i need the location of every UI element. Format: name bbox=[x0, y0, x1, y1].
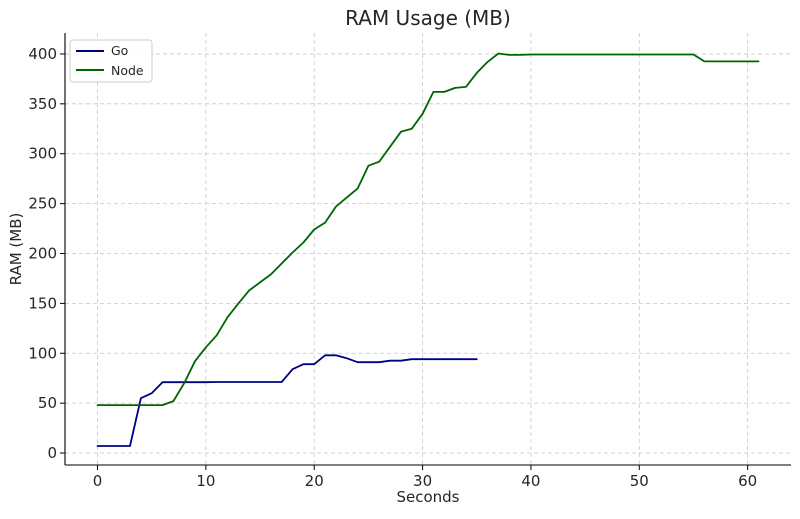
x-tick-label: 10 bbox=[196, 472, 215, 490]
y-tick-label: 300 bbox=[28, 145, 57, 163]
y-tick-label: 250 bbox=[28, 195, 57, 213]
x-tick-label: 40 bbox=[521, 472, 540, 490]
series-layer bbox=[96, 52, 760, 447]
ticks: 0 10 20 30 40 50 60 0 50 100 150 200 250 300 350 400 bbox=[28, 45, 757, 490]
x-tick-label: 30 bbox=[413, 472, 432, 490]
x-tick-label: 50 bbox=[630, 472, 649, 490]
legend: Go Node bbox=[69, 39, 153, 83]
series-line-go bbox=[96, 354, 478, 447]
x-axis-label: Seconds bbox=[396, 488, 459, 506]
legend-label-node: Node bbox=[111, 63, 144, 78]
y-tick-label: 100 bbox=[28, 344, 57, 362]
legend-label-go: Go bbox=[111, 43, 128, 58]
y-tick-label: 200 bbox=[28, 244, 57, 262]
y-tick-label: 150 bbox=[28, 294, 57, 312]
series-line-node bbox=[96, 52, 760, 407]
y-axis-label: RAM (MB) bbox=[7, 213, 25, 286]
y-tick-label: 0 bbox=[47, 444, 57, 462]
x-tick-label: 60 bbox=[738, 472, 757, 490]
axes bbox=[64, 33, 791, 466]
x-tick-label: 20 bbox=[305, 472, 324, 490]
x-tick-label: 0 bbox=[93, 472, 103, 490]
y-tick-label: 350 bbox=[28, 95, 57, 113]
grid bbox=[65, 33, 791, 465]
y-tick-label: 50 bbox=[38, 394, 57, 412]
chart-title: RAM Usage (MB) bbox=[345, 6, 511, 30]
y-tick-label: 400 bbox=[28, 45, 57, 63]
